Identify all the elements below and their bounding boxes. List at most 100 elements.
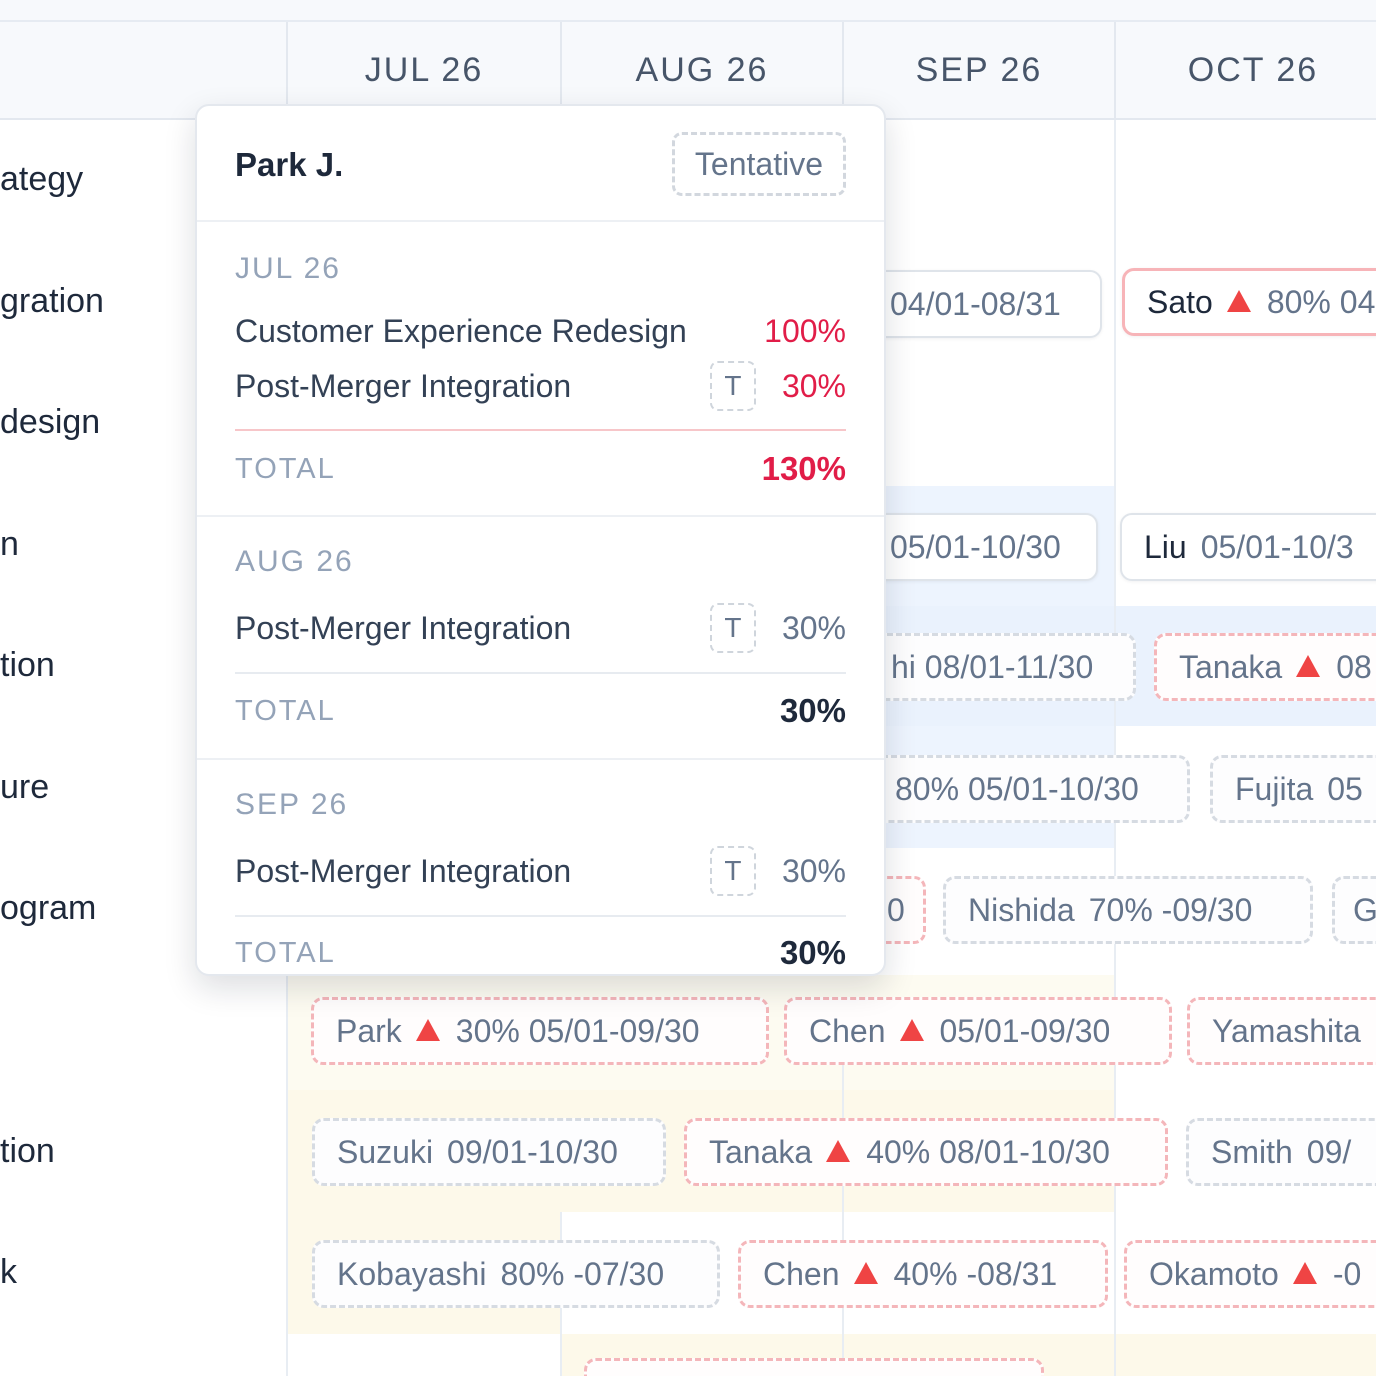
row-label: ure: [0, 768, 50, 806]
chip-detail: 30% 05/01-09/30: [455, 1012, 700, 1049]
assignment-chip[interactable]: Smith 09/: [1186, 1118, 1376, 1186]
divider: [235, 672, 846, 674]
chip-person: Fujita: [1235, 770, 1314, 807]
row-label: ategy: [0, 160, 84, 198]
chip-person: Chen: [809, 1012, 886, 1049]
assignment-chip[interactable]: Yamashita: [1187, 997, 1376, 1065]
assignment-chip[interactable]: Sato 80% 04: [1122, 268, 1376, 336]
chip-person: Chen: [763, 1255, 840, 1292]
assignment-chip[interactable]: 80% 05/01-10/30: [870, 755, 1190, 823]
chip-detail: 40% -08/31: [893, 1255, 1058, 1292]
grid-line: [1114, 120, 1116, 1376]
assignment-chip[interactable]: hi 08/01-11/30: [866, 633, 1136, 701]
chip-detail: 09/01-10/30: [447, 1133, 618, 1170]
divider: [235, 429, 846, 431]
warning-icon: [1296, 655, 1321, 677]
chip-person: Tanaka: [709, 1133, 813, 1170]
total-row: TOTAL 30%: [235, 686, 846, 736]
assignment-chip[interactable]: Suzuki 09/01-10/30: [312, 1118, 666, 1186]
tooltip-month-section: SEP 26 Post-Merger Integration T 30% TOT…: [197, 760, 884, 974]
chip-detail: 04/01-08/31: [890, 285, 1061, 322]
tooltip-header: Park J. Tentative: [197, 106, 884, 222]
tentative-tag: T: [709, 361, 756, 411]
chip-person: Sato: [1147, 283, 1213, 320]
warning-icon: [1292, 1262, 1317, 1284]
row-label: gration: [0, 282, 104, 320]
person-name: Park J.: [235, 146, 344, 183]
chip-detail: 05: [1327, 770, 1363, 807]
assignment-chip[interactable]: Fujita 05: [1210, 755, 1376, 823]
row-label: ogram: [0, 889, 97, 927]
total-value: 30%: [779, 692, 846, 729]
chip-detail: 05/01-10/3: [1200, 528, 1354, 565]
chip-person: Park: [336, 1012, 402, 1049]
project-name: Post-Merger Integration: [235, 367, 572, 404]
assignment-chip[interactable]: Nishida 70% -09/30: [943, 876, 1313, 944]
chip-detail: 05/01-10/30: [890, 528, 1061, 565]
chip-detail: 05/01-09/30: [939, 1012, 1111, 1049]
total-label: TOTAL: [235, 694, 336, 727]
chip-detail: 80% 05/01-10/30: [895, 770, 1139, 807]
chip-detail: 70% -09/30: [1088, 891, 1253, 928]
allocation-line: Post-Merger Integration T 30%: [235, 603, 846, 653]
allocation-percent: 30%: [781, 367, 846, 404]
grid-line: [842, 1060, 844, 1376]
assignment-chip[interactable]: Tanaka 40% 08/01-10/30: [684, 1118, 1168, 1186]
divider: [235, 915, 846, 917]
assignment-chip[interactable]: Tanaka 08: [1154, 633, 1376, 701]
row-label: k: [0, 1253, 17, 1291]
warning-icon: [415, 1019, 440, 1041]
month-header-aug: AUG 26: [560, 22, 842, 118]
chip-person: Kobayashi: [337, 1255, 487, 1292]
total-row: TOTAL 130%: [235, 444, 846, 494]
chip-detail: -0: [1332, 1255, 1362, 1292]
assignment-chip[interactable]: Chen 40% -08/31: [738, 1240, 1108, 1308]
chip-person: Tanaka: [1179, 648, 1283, 685]
tentative-tag: T: [709, 603, 756, 653]
tooltip-month-section: AUG 26 Post-Merger Integration T 30% TOT…: [197, 517, 884, 760]
chip-person: Yamashita: [1212, 1012, 1361, 1049]
total-value: 30%: [779, 934, 846, 971]
chip-detail: 08: [1336, 648, 1372, 685]
section-month: JUL 26: [235, 252, 341, 285]
assignment-chip[interactable]: [584, 1358, 1044, 1376]
chip-detail: 0: [887, 891, 905, 928]
allocation-line: Customer Experience Redesign 100%: [235, 306, 846, 356]
assignment-chip[interactable]: Park 30% 05/01-09/30: [311, 997, 769, 1065]
month-header-jul: JUL 26: [286, 22, 560, 118]
assignment-chip[interactable]: Kobayashi 80% -07/30: [312, 1240, 720, 1308]
month-header-oct: OCT 26: [1114, 22, 1376, 118]
chip-person: Liu: [1144, 528, 1187, 565]
chip-detail: G: [1353, 891, 1376, 928]
timeline-header: JUL 26 AUG 26 SEP 26 OCT 26: [0, 22, 1376, 120]
allocation-line: Post-Merger Integration T 30%: [235, 846, 846, 896]
row-label: tion: [0, 646, 55, 684]
month-header-sep: SEP 26: [842, 22, 1114, 118]
tentative-tag: T: [709, 846, 756, 896]
row-label: design: [0, 403, 101, 441]
chip-detail: 80% -07/30: [500, 1255, 665, 1292]
project-name: Post-Merger Integration: [235, 609, 572, 646]
allocation-tooltip: Park J. Tentative JUL 26 Customer Experi…: [195, 104, 886, 976]
assignment-chip[interactable]: Okamoto -0: [1124, 1240, 1376, 1308]
chip-detail: hi 08/01-11/30: [891, 648, 1094, 685]
assignment-chip[interactable]: Liu 05/01-10/3: [1120, 513, 1376, 581]
chip-person: Nishida: [968, 891, 1075, 928]
total-label: TOTAL: [235, 936, 336, 969]
warning-icon: [899, 1019, 924, 1041]
assignment-chip[interactable]: 05/01-10/30: [866, 513, 1098, 581]
project-name: Customer Experience Redesign: [235, 312, 687, 349]
warning-icon: [826, 1140, 851, 1162]
allocation-percent: 30%: [781, 609, 846, 646]
chip-detail: 40% 08/01-10/30: [866, 1133, 1110, 1170]
assignment-chip[interactable]: G: [1332, 876, 1376, 944]
tentative-badge: Tentative: [671, 132, 846, 196]
chip-detail: 80% 04: [1266, 283, 1376, 320]
assignment-chip[interactable]: 04/01-08/31: [866, 270, 1102, 338]
allocation-line: Post-Merger Integration T 30%: [235, 361, 846, 411]
assignment-chip[interactable]: Chen 05/01-09/30: [784, 997, 1172, 1065]
top-strip: [0, 0, 1376, 22]
warning-icon: [853, 1262, 878, 1284]
chip-person: Okamoto: [1149, 1255, 1279, 1292]
allocation-percent: 100%: [764, 312, 846, 349]
